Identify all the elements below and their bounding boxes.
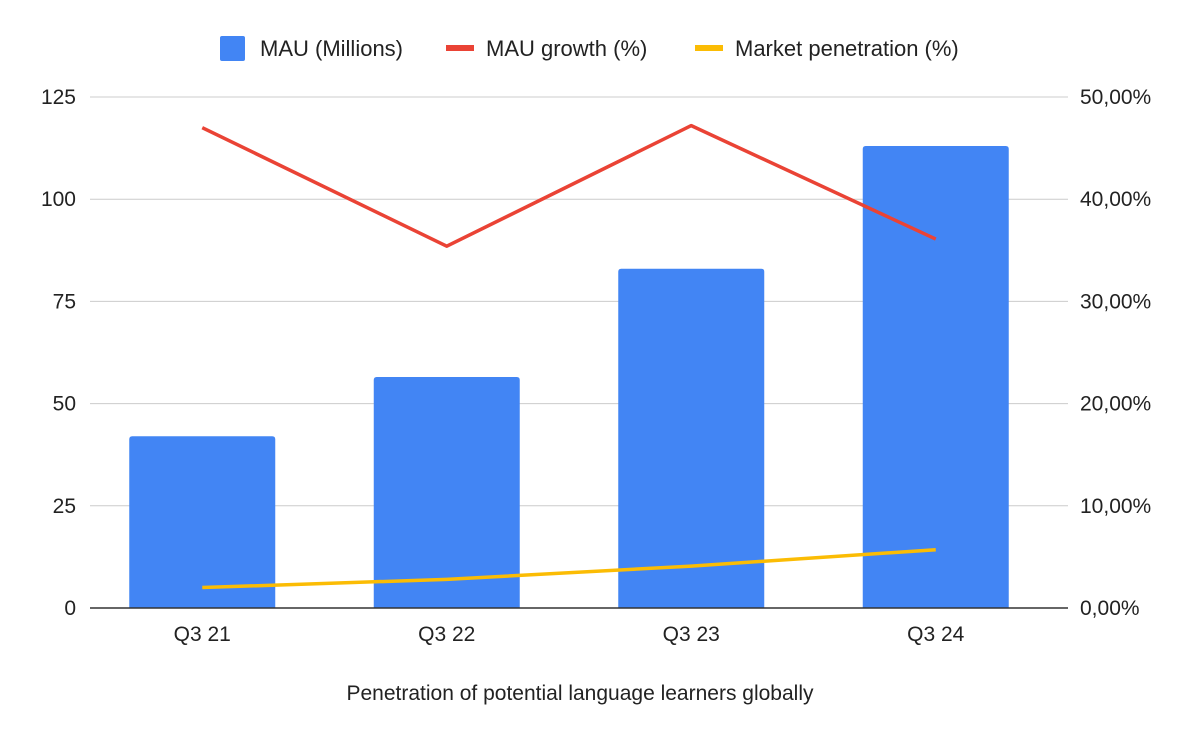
legend: MAU (Millions) MAU growth (%) Market penet… [220, 36, 959, 61]
legend-swatch [446, 45, 474, 51]
y-left-tick-label: 25 [53, 495, 76, 518]
legend-swatch [220, 36, 245, 61]
axes: 0 25 50 75 100 125 0,00% 10,00% 20,00% 30,00% 40,0… [41, 86, 1151, 646]
bar-series [129, 146, 1009, 608]
y-right-tick-label: 50,00% [1080, 86, 1151, 109]
legend-label: Market penetration (%) [735, 36, 959, 61]
y-left-tick-label: 100 [41, 188, 76, 211]
line-mau-growth [201, 123, 937, 248]
legend-label: MAU growth (%) [486, 36, 647, 61]
line-series [201, 123, 937, 590]
legend-swatch [695, 45, 723, 51]
y-right-tick-label: 0,00% [1080, 597, 1140, 620]
x-tick-label: Q3 23 [663, 623, 720, 646]
legend-label: MAU (Millions) [260, 36, 403, 61]
x-tick-label: Q3 21 [174, 623, 231, 646]
bar-mau [862, 146, 1009, 608]
x-tick-label: Q3 24 [907, 623, 965, 646]
y-right-tick-label: 10,00% [1080, 495, 1151, 518]
bar-mau [129, 436, 276, 608]
y-right-tick-label: 40,00% [1080, 188, 1151, 211]
y-right-tick-label: 30,00% [1080, 290, 1151, 313]
y-left-tick-label: 0 [64, 597, 76, 620]
x-tick-label: Q3 22 [418, 623, 475, 646]
bar-mau [373, 377, 520, 608]
y-left-tick-label: 50 [53, 393, 76, 416]
y-right-tick-label: 20,00% [1080, 393, 1151, 416]
bar-mau [618, 268, 765, 608]
y-left-tick-label: 125 [41, 86, 76, 109]
y-left-tick-label: 75 [53, 290, 76, 313]
x-axis-label: Penetration of potential language learne… [347, 682, 814, 705]
line-market-penetration [202, 547, 936, 590]
